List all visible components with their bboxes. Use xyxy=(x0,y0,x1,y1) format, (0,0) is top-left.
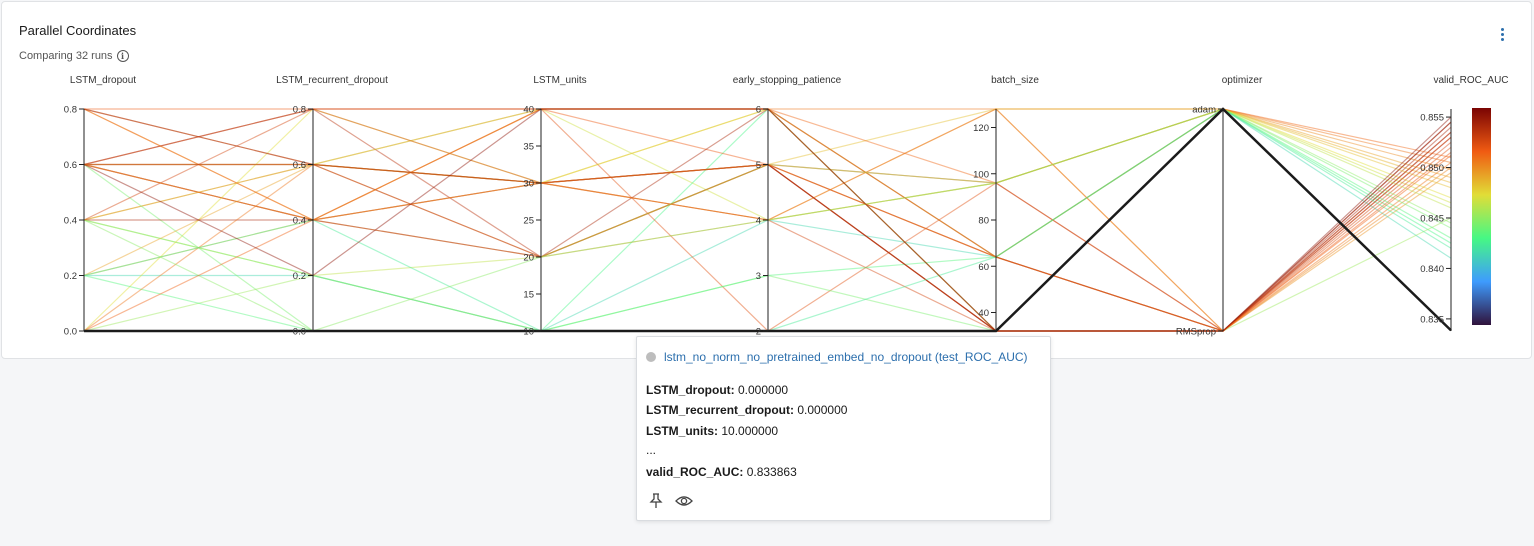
kebab-menu-icon[interactable] xyxy=(1496,26,1508,46)
info-icon[interactable]: i xyxy=(116,50,129,62)
tick-label: 0.835 xyxy=(1420,314,1444,325)
tick-label: 5 xyxy=(756,160,761,171)
tooltip-row: LSTM_units: 10.000000 xyxy=(646,424,778,438)
tick-label: RMSprop xyxy=(1176,327,1216,338)
tick-label: 0.6 xyxy=(293,160,306,171)
tooltip-ellipsis-text: ... xyxy=(646,443,657,457)
tooltip-label: LSTM_units: xyxy=(646,424,718,438)
tick-label: 20 xyxy=(523,253,534,264)
tooltip-label: LSTM_dropout: xyxy=(646,383,735,397)
axis-title: LSTM_dropout xyxy=(70,75,136,86)
tick-label: 0.6 xyxy=(64,160,77,171)
panel-subtitle: Comparing 32 runs i xyxy=(19,50,129,62)
tick-label: 15 xyxy=(523,290,534,301)
panel-title: Parallel Coordinates xyxy=(19,23,137,38)
tooltip-actions xyxy=(649,493,693,514)
pin-icon[interactable] xyxy=(649,493,663,514)
tick-label: 0.845 xyxy=(1420,213,1444,224)
tooltip-ellipsis: ... xyxy=(646,443,656,457)
tick-label: 80 xyxy=(978,216,989,227)
tick-label: 0.2 xyxy=(293,271,306,282)
tick-label: 0.840 xyxy=(1420,264,1444,275)
axis-title: early_stopping_patience xyxy=(733,75,842,86)
tooltip-header[interactable]: lstm_no_norm_no_pretrained_embed_no_drop… xyxy=(646,350,1028,364)
axis-title: valid_ROC_AUC xyxy=(1433,75,1508,86)
tick-label: 0.0 xyxy=(293,327,306,338)
tooltip-label: LSTM_recurrent_dropout: xyxy=(646,403,795,417)
axis-title: batch_size xyxy=(991,75,1039,86)
tooltip-run-name[interactable]: lstm_no_norm_no_pretrained_embed_no_drop… xyxy=(664,350,1028,364)
axis-title: LSTM_units xyxy=(533,75,586,86)
tick-label: 0.2 xyxy=(64,271,77,282)
tick-label: 0.855 xyxy=(1420,113,1444,124)
tick-label: 0.0 xyxy=(64,327,77,338)
tick-label: 0.850 xyxy=(1420,163,1444,174)
tick-label: 0.4 xyxy=(293,216,306,227)
tick-label: 40 xyxy=(523,105,534,116)
tick-label: adam xyxy=(1192,105,1216,116)
tooltip-row: valid_ROC_AUC: 0.833863 xyxy=(646,465,797,479)
tick-label: 2 xyxy=(756,327,761,338)
tick-label: 6 xyxy=(756,105,761,116)
parallel-coordinates-panel: Parallel Coordinates Comparing 32 runs i xyxy=(1,1,1532,359)
tooltip-value: 0.833863 xyxy=(746,465,797,479)
tick-label: 0.8 xyxy=(293,105,306,116)
tick-label: 120 xyxy=(973,123,989,134)
tick-label: 60 xyxy=(978,262,989,273)
tooltip-row: LSTM_recurrent_dropout: 0.000000 xyxy=(646,403,847,417)
parallel-coordinates-chart: LSTM_dropout 0.0 0.2 0.4 0.6 0.8 LSTM_recurren… xyxy=(64,75,1509,338)
tick-label: 35 xyxy=(523,142,534,153)
axis-title: optimizer xyxy=(1222,75,1263,86)
tooltip-row: LSTM_dropout: 0.000000 xyxy=(646,383,788,397)
tick-label: 4 xyxy=(756,216,761,227)
tooltip-value: 0.000000 xyxy=(797,403,848,417)
tick-label: 25 xyxy=(523,216,534,227)
tick-label: 0.8 xyxy=(64,105,77,116)
tick-label: 3 xyxy=(756,271,761,282)
tick-label: 30 xyxy=(523,179,534,190)
tooltip-value: 10.000000 xyxy=(721,424,779,438)
tooltip-value: 0.000000 xyxy=(738,383,789,397)
axis-title: LSTM_recurrent_dropout xyxy=(276,75,388,86)
tick-label: 10 xyxy=(523,327,534,338)
tick-label: 40 xyxy=(978,308,989,319)
tick-label: 0.4 xyxy=(64,216,77,227)
runs-count-text: Comparing 32 runs xyxy=(19,50,113,62)
run-color-dot xyxy=(646,352,656,362)
colorbar xyxy=(1472,108,1491,325)
eye-icon[interactable] xyxy=(675,493,693,514)
run-tooltip: lstm_no_norm_no_pretrained_embed_no_drop… xyxy=(636,336,1051,521)
tooltip-label: valid_ROC_AUC: xyxy=(646,465,744,479)
tick-label: 100 xyxy=(973,169,989,180)
